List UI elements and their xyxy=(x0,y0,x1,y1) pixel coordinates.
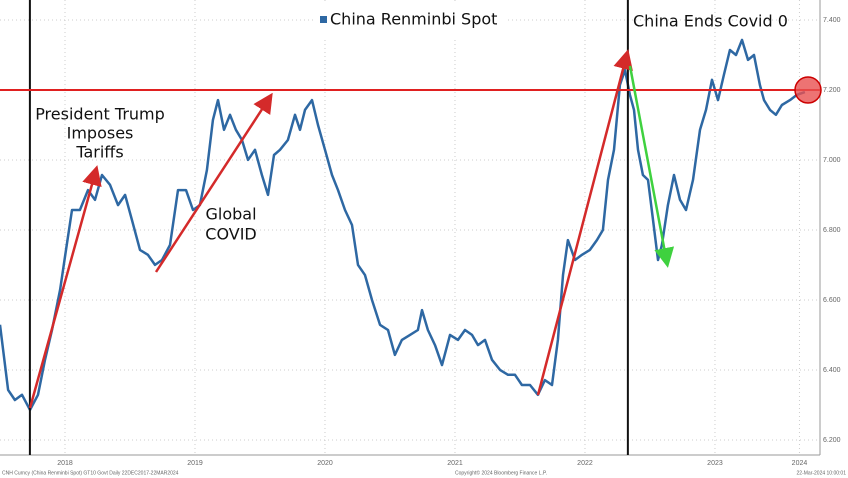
x-tick-label: 2019 xyxy=(187,460,203,467)
arrow xyxy=(154,92,273,273)
y-tick-label: 6.400 xyxy=(823,367,841,374)
x-tick-label: 2018 xyxy=(57,460,73,467)
annotation: President Trump xyxy=(35,105,165,124)
highlight-circle xyxy=(794,76,822,104)
y-tick-label: 6.800 xyxy=(823,227,841,234)
y-tick-label: 7.400 xyxy=(823,17,841,24)
annotation: COVID xyxy=(205,225,256,244)
x-tick-label: 2020 xyxy=(317,460,333,467)
y-tick-label: 6.600 xyxy=(823,297,841,304)
footnote: CNH Curncy (China Renminbi Spot) GT10 Go… xyxy=(2,470,179,476)
annotation: Global xyxy=(205,205,256,224)
arrow xyxy=(536,49,633,396)
annotation: China Ends Covid 0 xyxy=(633,12,788,31)
x-tick-label: 2022 xyxy=(577,460,593,467)
annotation: Imposes xyxy=(67,124,134,143)
legend-swatch xyxy=(320,16,327,23)
y-tick-label: 6.200 xyxy=(823,437,841,444)
x-tick-label: 2024 xyxy=(792,460,808,467)
arrow xyxy=(628,65,675,268)
x-tick-label: 2023 xyxy=(707,460,723,467)
y-tick-label: 7.000 xyxy=(823,157,841,164)
x-tick-label: 2021 xyxy=(447,460,463,467)
legend xyxy=(313,4,508,38)
footnote: 22-Mar-2024 10:00:01 xyxy=(797,470,847,476)
footnote: Copyright© 2024 Bloomberg Finance L.P. xyxy=(455,469,547,476)
plot xyxy=(0,0,820,455)
annotation: Tariffs xyxy=(75,143,123,162)
arrow xyxy=(28,165,102,409)
series-line xyxy=(0,38,806,412)
y-tick-label: 7.200 xyxy=(823,87,841,94)
legend-label: China Renminbi Spot xyxy=(330,10,497,29)
